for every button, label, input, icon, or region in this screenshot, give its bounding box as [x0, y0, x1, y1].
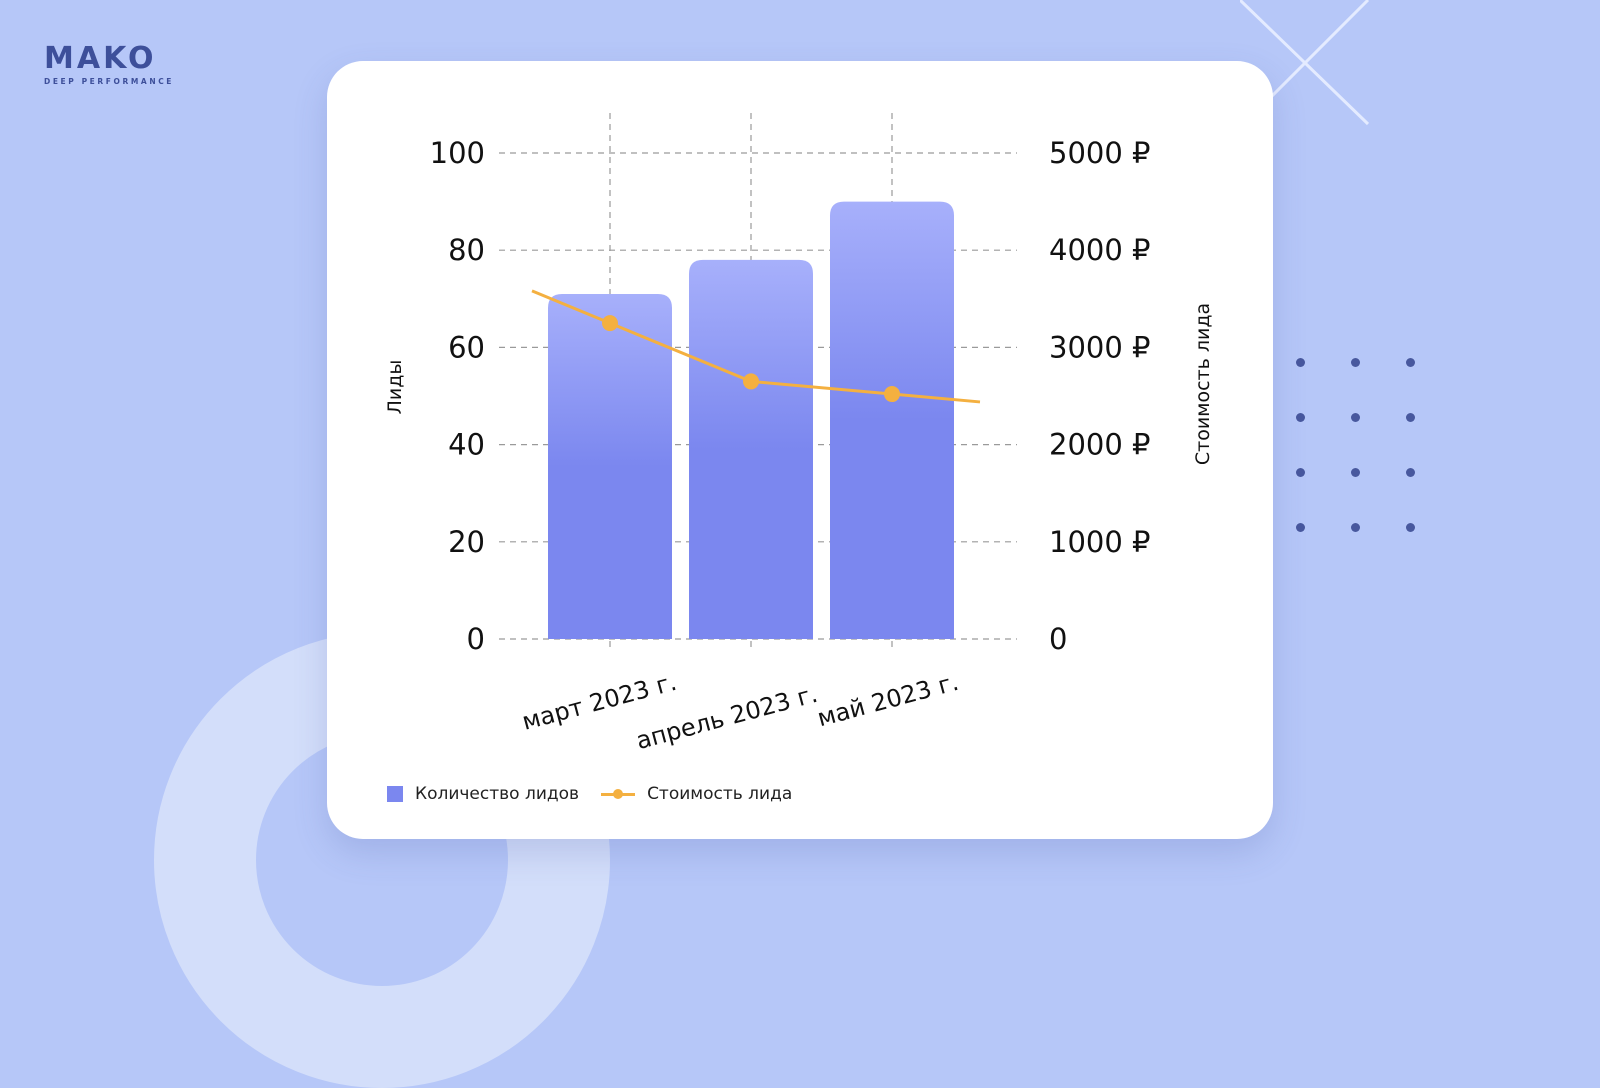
legend-item-line[interactable]: Стоимость лида	[601, 784, 792, 804]
legend-label-bars: Количество лидов	[415, 784, 580, 804]
decorative-dot	[1296, 468, 1305, 477]
left-axis-tick-label: 60	[448, 330, 485, 364]
bar-leads	[830, 201, 954, 639]
bar-leads	[548, 293, 672, 639]
left-axis-tick-label: 80	[448, 233, 485, 267]
decorative-dot	[1351, 358, 1360, 367]
right-axis-tick-label: 1000 ₽	[1049, 525, 1150, 559]
legend-item-bars[interactable]: Количество лидов	[387, 784, 579, 804]
legend-label-line: Стоимость лида	[647, 784, 793, 804]
chart-card: 0 0 20 1000 ₽ 40 2000 ₽ 60 3000 ₽ 80 4000 ₽ 100 500…	[327, 61, 1273, 839]
chart-legend: Количество лидов Стоимость лида	[387, 784, 814, 804]
right-axis-tick-label: 2000 ₽	[1049, 428, 1150, 462]
legend-marker	[613, 788, 624, 799]
left-axis-tick-label: 100	[430, 136, 485, 170]
right-axis-tick-label: 3000 ₽	[1049, 330, 1150, 364]
brand-name: MAKO	[44, 41, 157, 76]
decorative-dot	[1351, 468, 1360, 477]
decorative-dot	[1296, 523, 1305, 532]
right-axis-tick-label: 0	[1049, 622, 1067, 656]
decorative-dot	[1406, 358, 1415, 367]
left-axis-tick-label: 20	[448, 525, 485, 559]
legend-swatch-line	[601, 788, 636, 799]
legend-swatch-bars	[387, 786, 403, 802]
decorative-dot	[1406, 468, 1415, 477]
cost-point	[743, 373, 759, 390]
cost-point	[602, 315, 618, 332]
decorative-dot	[1296, 413, 1305, 422]
right-axis-tick-label: 5000 ₽	[1049, 136, 1150, 170]
left-axis-tick-label: 0	[467, 622, 485, 656]
right-axis-title: Стоимость лида	[1192, 303, 1214, 465]
decorative-dot	[1351, 523, 1360, 532]
bar-leads	[689, 259, 813, 639]
cost-point	[884, 386, 900, 403]
decorative-dot	[1406, 523, 1415, 532]
category-label: май 2023 г.	[814, 668, 961, 733]
left-axis-tick-label: 40	[448, 428, 485, 462]
brand-logo: MAKO DEEP PERFORMANCE	[44, 41, 175, 87]
left-axis-title: Лиды	[384, 360, 406, 415]
combo-chart: 0 0 20 1000 ₽ 40 2000 ₽ 60 3000 ₽ 80 4000 ₽ 100 500…	[384, 113, 1214, 755]
decorative-dot	[1296, 358, 1305, 367]
bar-series	[548, 201, 954, 639]
line-series	[531, 289, 981, 404]
decorative-dot	[1351, 413, 1360, 422]
decorative-dot	[1406, 413, 1415, 422]
brand-tagline: DEEP PERFORMANCE	[44, 77, 175, 86]
right-axis-tick-label: 4000 ₽	[1049, 233, 1150, 267]
